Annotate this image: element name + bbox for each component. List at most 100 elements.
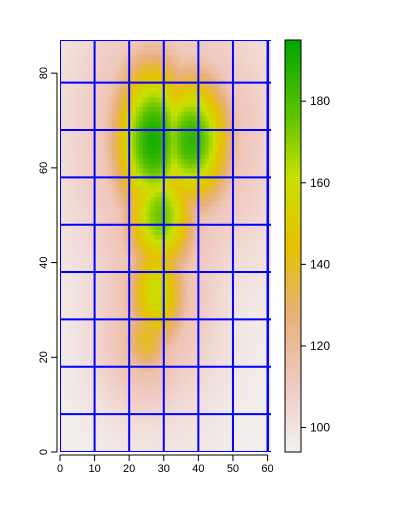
heatmap-cell [250, 63, 255, 70]
heatmap-cell [198, 215, 203, 221]
heatmap-cell [111, 267, 116, 273]
heatmap-cell [132, 167, 137, 174]
heatmap-cell [219, 229, 224, 235]
heatmap-cell [80, 82, 85, 88]
heatmap-cell [111, 163, 116, 169]
heatmap-cell [91, 229, 96, 235]
heatmap-cell [80, 290, 85, 297]
heatmap-cell [98, 139, 103, 145]
heatmap-cell [239, 324, 244, 330]
heatmap-cell [177, 215, 182, 221]
heatmap-cell [77, 437, 82, 444]
heatmap-cell [232, 409, 238, 415]
heatmap-cell [170, 409, 175, 415]
heatmap-cell [143, 115, 148, 122]
heatmap-cell [149, 191, 154, 197]
heatmap-cell [73, 357, 78, 363]
heatmap-cell [84, 68, 89, 74]
heatmap-cell [143, 205, 148, 212]
heatmap-cell [63, 44, 68, 51]
heatmap-cell [143, 134, 148, 141]
heatmap-cell [174, 433, 179, 439]
heatmap-cell [257, 433, 262, 439]
heatmap-cell [191, 92, 196, 98]
heatmap-cell [257, 276, 262, 283]
heatmap-cell [70, 158, 75, 164]
heatmap-cell [181, 366, 186, 373]
heatmap-cell [132, 125, 137, 131]
heatmap-cell [174, 314, 179, 321]
heatmap-cell [80, 257, 85, 264]
heatmap-cell [222, 390, 227, 396]
heatmap-cell [139, 148, 144, 155]
heatmap-cell [174, 300, 179, 306]
heatmap-cell [118, 191, 123, 197]
heatmap-cell [215, 414, 220, 420]
heatmap-cell [160, 404, 165, 410]
heatmap-cell [70, 314, 75, 321]
heatmap-cell [198, 281, 203, 287]
heatmap-cell [187, 305, 193, 311]
heatmap-cell [205, 333, 210, 339]
heatmap-cell [243, 82, 248, 88]
heatmap-cell [129, 120, 134, 126]
heatmap-cell [184, 101, 189, 107]
heatmap-cell [229, 92, 234, 98]
heatmap-cell [208, 338, 213, 344]
heatmap-cell [198, 40, 203, 46]
heatmap-cell [232, 111, 238, 117]
heatmap-cell [98, 314, 103, 321]
heatmap-cell [246, 215, 251, 221]
heatmap-cell [236, 219, 241, 226]
heatmap-cell [70, 172, 75, 178]
heatmap-cell [219, 68, 224, 74]
heatmap-cell [215, 163, 220, 169]
heatmap-cell [232, 357, 238, 363]
heatmap-cell [149, 167, 154, 174]
heatmap-cell [212, 144, 217, 150]
heatmap-cell [208, 106, 213, 112]
heatmap-cell [208, 68, 213, 74]
heatmap-cell [108, 409, 113, 415]
heatmap-cell [153, 58, 158, 65]
heatmap-cell [163, 54, 168, 60]
heatmap-cell [222, 376, 227, 382]
heatmap-cell [115, 253, 120, 259]
heatmap-cell [139, 205, 144, 212]
heatmap-cell [84, 272, 89, 278]
heatmap-cell [208, 54, 213, 60]
heatmap-cell [153, 423, 158, 429]
heatmap-cell [143, 82, 148, 88]
heatmap-cell [63, 357, 68, 363]
heatmap-cell [80, 376, 85, 382]
heatmap-cell [91, 409, 96, 415]
heatmap-cell [167, 267, 172, 273]
heatmap-cell [139, 191, 144, 197]
heatmap-cell [205, 357, 210, 363]
heatmap-cell [160, 305, 165, 311]
heatmap-cell [132, 371, 137, 377]
heatmap-cell [122, 281, 127, 287]
heatmap-cell [132, 305, 137, 311]
heatmap-cell [156, 423, 161, 429]
heatmap-cell [177, 234, 182, 240]
heatmap-cell [212, 423, 217, 429]
heatmap-cell [222, 357, 227, 363]
heatmap-cell [63, 134, 68, 141]
heatmap-cell [108, 44, 113, 51]
heatmap-cell [229, 68, 234, 74]
heatmap-cell [156, 395, 161, 401]
heatmap-cell [91, 73, 96, 79]
heatmap-cell [163, 262, 168, 268]
heatmap-cell [208, 362, 213, 368]
heatmap-cell [87, 191, 92, 197]
heatmap-cell [87, 58, 92, 65]
heatmap-cell [198, 385, 203, 392]
heatmap-cell [98, 49, 103, 55]
heatmap-cell [108, 40, 113, 46]
heatmap-cell [232, 54, 238, 60]
heatmap-cell [191, 437, 196, 444]
heatmap-cell [153, 418, 158, 425]
heatmap-cell [70, 73, 75, 79]
heatmap-cell [191, 172, 196, 178]
